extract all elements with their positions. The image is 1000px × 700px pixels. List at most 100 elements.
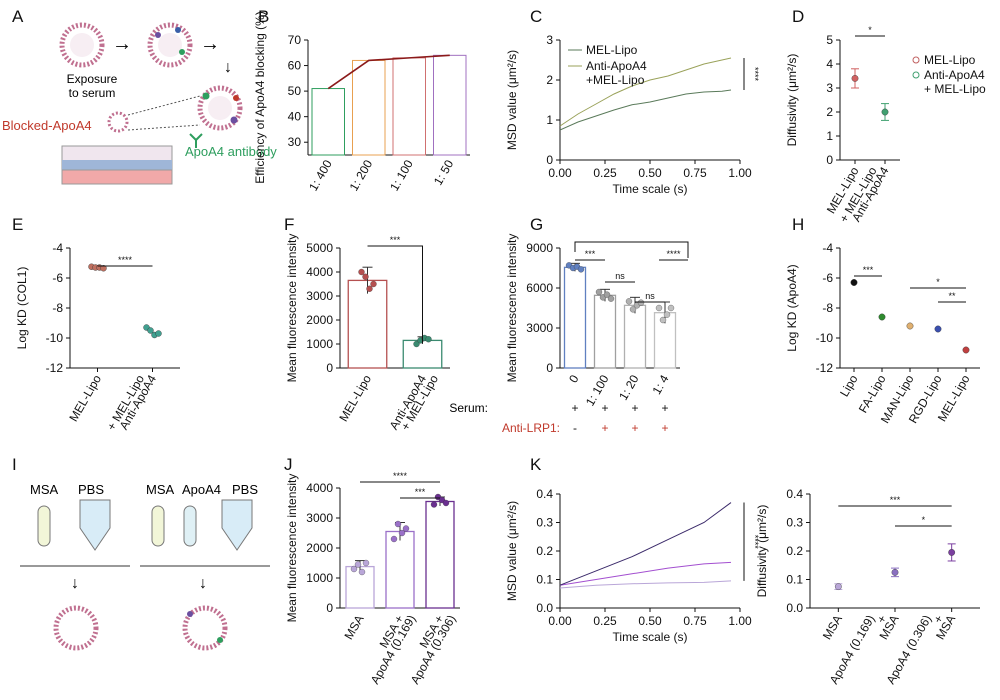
bar [425,500,455,609]
data-point [655,304,663,312]
data-point [370,280,377,288]
data-point [603,291,611,298]
chart-b: 30 40 50 60 70 Efficiency of ApoA4 blocking (… [253,11,470,193]
legend-label: Anti-ApoA4 [586,59,647,73]
x-tick-label: MSA [341,613,366,643]
panel-letter-b: B [258,7,269,26]
y-tick-label: 0.3 [536,516,553,530]
panel-a-schematic: → → ↓ Exposure to serum Blocked-ApoA4 Ap… [2,22,277,185]
y-axis-label: Mean fluorescence intensity [505,234,519,383]
arrow-icon: → [112,33,132,55]
data-point [358,568,366,576]
data-point [354,561,362,568]
data-point [394,520,402,528]
y-tick-label: -12 [46,361,64,375]
x-tick-label: 0.25 [593,614,617,628]
blocked-apoa4-label: Blocked-ApoA4 [2,118,92,133]
data-point [402,525,410,532]
y-tick-label: 0.1 [786,573,803,587]
bar [385,530,415,609]
data-point [891,568,899,576]
data-point [667,304,675,312]
panel-letter-k: K [530,455,542,474]
serum-mark: + [601,401,608,415]
legend-label: Anti-ApoA4 [924,68,985,82]
serum-mark: + [631,401,638,415]
condition-marks: + + + + - + + + [571,401,668,435]
tube-icon [37,499,253,551]
y-tick-label: 70 [288,33,302,47]
panel-g-conditions: Serum: Anti-LRP1: + + + + - + + + [449,401,668,435]
lrp-mark: + [601,421,608,435]
y-tick-label: 2000 [306,313,333,327]
data-point [962,346,970,354]
series-line [559,502,732,586]
chart-f: 0 1000 2000 3000 4000 5000 Mean fluorescence i… [285,234,450,433]
y-axis-label: Log KD (COL1) [15,267,29,350]
y-tick-label: 50 [288,84,302,98]
liposome-serum-icon [147,22,193,68]
x-tick-label: 0 [566,372,582,385]
msa-label: MSA [30,482,59,497]
data-point [851,75,859,82]
y-tick-label: 2 [546,73,553,87]
significance-label: ** [948,291,956,301]
x-tick-label: 0.00 [548,166,572,180]
y-tick-label: -6 [822,271,833,285]
lrp-mark: - [573,421,577,435]
pbs-label: PBS [78,482,104,497]
transwell-icon [61,145,173,185]
y-axis-label: MSD value (μm²/s) [505,501,519,601]
lrp-mark: + [631,421,638,435]
data-point [607,295,615,302]
y-tick-label: 3000 [306,289,333,303]
y-tick-label: 0 [546,361,553,375]
y-tick-label: 40 [288,110,302,124]
panel-letter-d: D [792,7,804,26]
chart-k: 0.0 0.1 0.2 0.3 0.4 MSD value (μm²/s) 0.00 0.25… [505,487,760,644]
x-tick-label: 1: 100 [387,157,416,193]
significance-bracket [367,245,423,343]
panel-i-schematic: MSA PBS MSA ApoA4 PBS ↓ ↓ [20,482,270,651]
data-point [663,311,671,318]
panel-letter-h: H [792,215,804,234]
x-tick-label: 0.50 [638,166,662,180]
data-point [637,299,645,306]
y-axis-label: Diffusivity (μm²/s) [755,505,769,598]
arrow-icon: → [200,33,220,55]
data-point [390,535,398,543]
significance-label: **** [118,255,133,265]
y-tick-label: -4 [822,241,833,255]
trend-line [327,54,450,90]
significance-label: *** [890,495,901,505]
data-point [155,330,162,337]
apoa4-label: ApoA4 [182,482,221,497]
chart-d: 0 1 2 3 4 5 Diffusivity (μm²/s) MEL-LipoAnti-Ap… [785,25,986,225]
significance-label: *** [863,265,874,275]
y-tick-label: 4000 [306,265,333,279]
panel-letters: A B C D E F G H I J K [12,7,804,474]
y-tick-label: -8 [822,301,833,315]
y-tick-label: 0.4 [786,487,803,501]
data-point [366,285,373,292]
y-tick-label: -12 [816,361,834,375]
data-point [906,322,914,330]
x-tick-label: 1.00 [728,614,752,628]
serum-label: Serum: [449,401,488,415]
y-axis-label: Log KD (ApoA4) [785,264,799,351]
y-tick-label: -8 [52,301,63,315]
x-tick-label: Lipo [837,372,861,399]
x-axis-label: Time scale (s) [613,182,688,196]
panel-letter-e: E [12,215,23,234]
panel-letter-j: J [284,455,293,474]
data-point [577,266,585,273]
series-line [559,57,732,127]
x-tick-label: 1.00 [728,166,752,180]
significance-label: *** [415,487,426,497]
x-tick-label: 1: 200 [347,157,376,193]
chart-g: 0 3000 6000 9000 Mean fluorescence intensity… [505,234,689,408]
y-tick-label: 0 [326,361,333,375]
